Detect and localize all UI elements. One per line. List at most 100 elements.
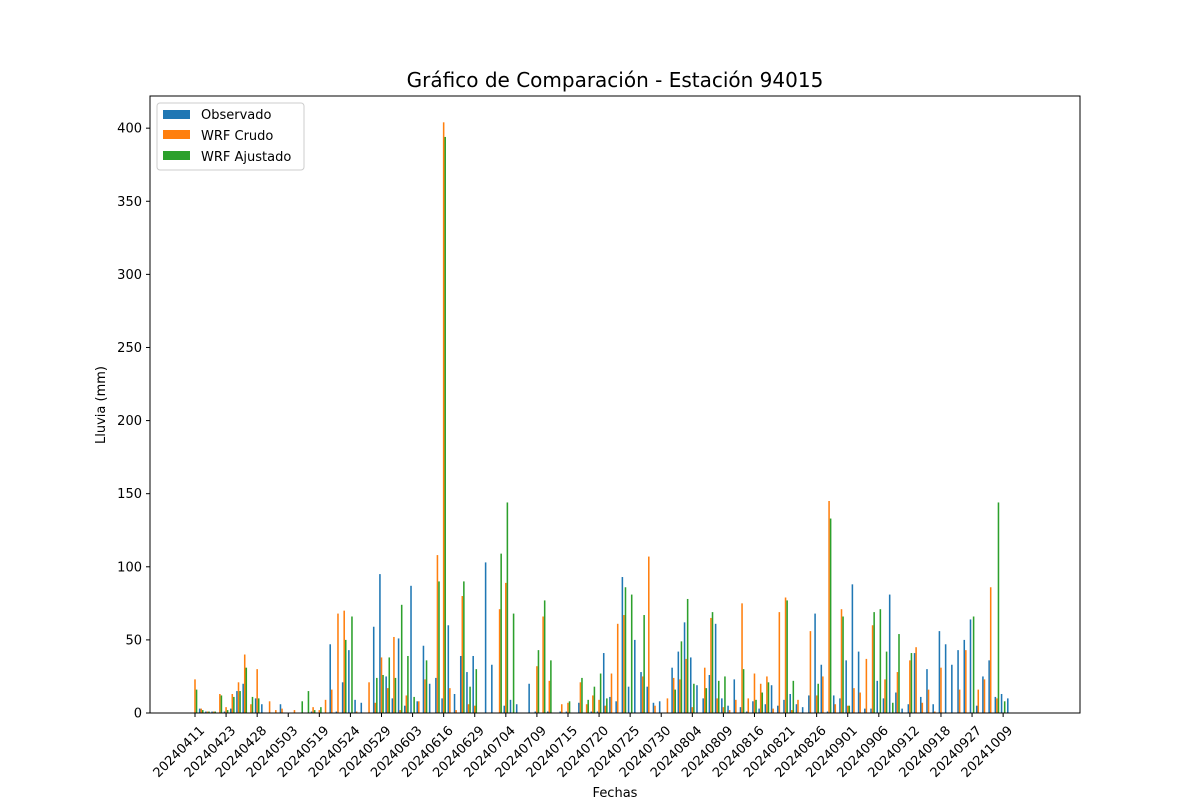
bar-wrf-crudo-88 [741,603,743,713]
bar-wrf-ajustado-37 [425,660,428,713]
bar-wrf-ajustado-18 [307,691,310,713]
bar-wrf-ajustado-90 [755,699,757,713]
bar-observado-25 [348,650,350,713]
bar-wrf-ajustado-78 [680,641,683,713]
bar-observado-72 [640,672,642,713]
bar-wrf-crudo-45 [473,705,476,713]
bar-wrf-crudo-128 [989,587,992,713]
bar-observado-69 [621,577,624,713]
bar-observado-96 [789,693,791,713]
bar-wrf-crudo-4 [219,693,221,713]
bar-wrf-ajustado-10 [257,698,260,713]
bar-wrf-crudo-28 [368,682,370,713]
bar-wrf-ajustado-104 [842,616,844,713]
bar-observado-24 [341,682,344,713]
bar-observado-86 [727,705,729,713]
bar-observado-105 [845,660,847,713]
bar-observado-117 [919,696,922,713]
bar-wrf-crudo-57 [548,680,551,713]
bar-observado-19 [310,711,313,713]
bar-observado-43 [459,655,462,713]
bar-wrf-ajustado-60 [568,701,571,713]
bar-observado-71 [634,639,636,713]
bar-observado-66 [602,653,605,713]
bar-observado-11 [261,704,263,713]
bar-observado-10 [254,698,257,713]
x-axis: 2024041120240423202404282024050320240519… [151,713,1016,781]
bar-observado-82 [702,698,704,713]
bar-wrf-crudo-31 [386,688,389,713]
x-axis-label: Fechas [593,786,638,800]
legend-swatch-wrf-crudo [163,130,190,139]
bar-wrf-crudo-91 [759,683,762,713]
bar-observado-121 [944,644,947,713]
bar-wrf-ajustado-8 [245,667,248,713]
bar-wrf-crudo-8 [243,654,246,713]
bar-wrf-ajustado-6 [233,696,235,713]
bar-observado-50 [503,705,506,713]
bar-wrf-crudo-44 [467,704,470,713]
bar-wrf-crudo-2 [206,711,209,713]
bar-wrf-ajustado-92 [767,682,770,713]
bar-wrf-ajustado-63 [587,699,589,713]
bar-wrf-crudo-37 [424,679,426,713]
bar-wrf-crudo-41 [449,688,451,713]
bar-wrf-crudo-124 [965,650,967,713]
legend-label-wrf-ajustado: WRF Ajustado [201,150,291,165]
bar-observado-127 [982,676,984,713]
bar-wrf-ajustado-125 [972,616,975,713]
bar-wrf-crudo-90 [753,673,756,713]
bar-wrf-crudo-117 [921,702,924,713]
bar-observado-84 [714,623,717,713]
bar-wrf-crudo-13 [275,710,277,713]
bar-observado-80 [689,657,692,713]
bar-wrf-ajustado-80 [693,683,695,713]
bar-wrf-ajustado-4 [220,695,223,713]
bar-wrf-crudo-120 [940,667,942,713]
bar-observado-78 [677,651,680,713]
bar-wrf-ajustado-24 [344,639,347,713]
bar-wrf-ajustado-30 [382,674,384,713]
bar-wrf-crudo-127 [983,679,986,713]
bar-observado-122 [951,664,953,713]
y-tick-label: 100 [117,560,142,575]
bar-wrf-crudo-102 [828,501,830,713]
bar-observado-111 [882,698,885,713]
bar-observado-124 [963,639,966,713]
bar-observado-126 [975,705,978,713]
bar-wrf-crudo-106 [853,688,855,713]
bar-wrf-crudo-118 [927,689,930,713]
bar-observado-107 [857,651,860,713]
bar-observado-29 [372,626,375,713]
bar-wrf-crudo-20 [318,710,321,713]
bar-wrf-crudo-12 [268,701,271,713]
bar-observado-37 [422,645,425,713]
bar-wrf-ajustado-20 [320,707,322,713]
bar-wrf-ajustado-70 [630,594,633,713]
y-axis: 0 50 100 150 200 250 300 350 400 [117,122,150,722]
bar-wrf-crudo-6 [231,693,234,713]
bar-observado-22 [329,644,331,713]
bar-observado-83 [708,674,711,713]
bar-wrf-crudo-10 [256,669,258,713]
bar-observado-41 [447,625,450,713]
bar-observado-33 [397,638,400,713]
bar-wrf-crudo-85 [722,707,725,713]
bar-wrf-ajustado-7 [239,691,241,713]
bar-wrf-crudo-73 [648,556,650,713]
bar-observado-65 [596,711,599,713]
bar-observado-90 [752,701,754,713]
bar-observado-87 [733,679,736,713]
legend-label-observado: Observado [201,108,272,123]
legend-box [156,102,305,171]
legend-swatch-observado [163,110,190,119]
bar-observado-89 [745,711,748,713]
bar-wrf-ajustado-112 [892,702,894,713]
bar-wrf-ajustado-50 [506,502,509,713]
bar-observado-35 [410,585,412,713]
bar-wrf-crudo-63 [585,704,588,713]
bar-wrf-crudo-14 [281,708,283,713]
bar-wrf-ajustado-5 [226,710,229,713]
bar-wrf-crudo-83 [710,617,712,713]
